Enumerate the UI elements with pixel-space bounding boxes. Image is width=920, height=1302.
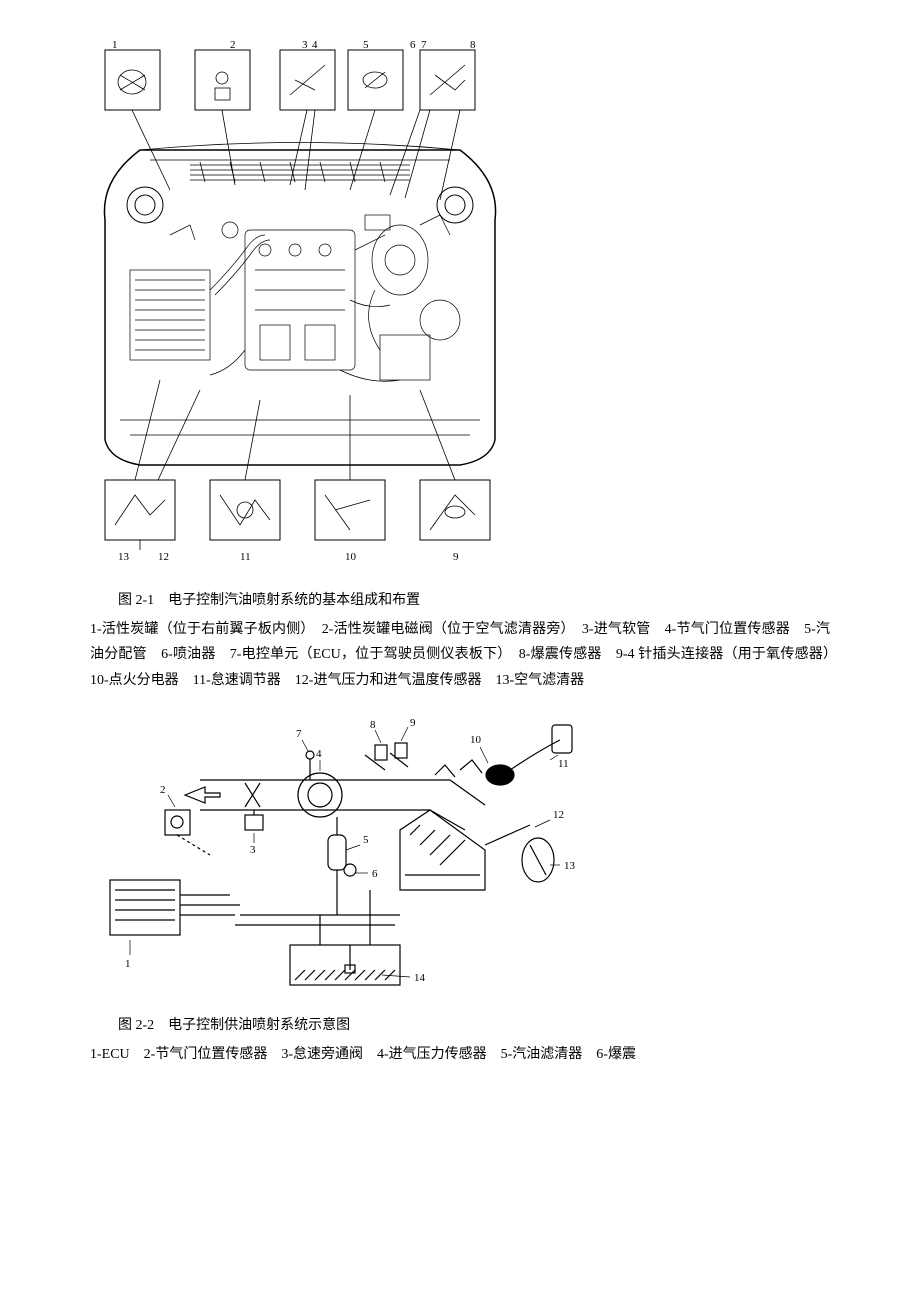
figure-1-legend: 1-活性炭罐（位于右前翼子板内侧） 2-活性炭罐电磁阀（位于空气滤清器旁） 3-… — [90, 617, 830, 693]
svg-text:3: 3 — [302, 40, 308, 51]
svg-text:9: 9 — [453, 551, 459, 563]
figure-1-container: 1 2 3 4 5 6 7 8 — [90, 40, 830, 693]
figure-2-container: 1 2 3 4 5 6 7 8 9 10 11 12 13 14 图 2-2 电… — [90, 715, 830, 1067]
figure-2-legend: 1-ECU 2-节气门位置传感器 3-怠速旁通阀 4-进气压力传感器 5-汽油滤… — [90, 1042, 830, 1067]
svg-text:8: 8 — [470, 40, 476, 51]
svg-text:3: 3 — [250, 844, 256, 856]
svg-text:10: 10 — [470, 734, 482, 746]
svg-text:7: 7 — [421, 40, 427, 51]
svg-text:12: 12 — [553, 809, 564, 821]
svg-text:1: 1 — [112, 40, 118, 51]
svg-text:13: 13 — [118, 551, 130, 563]
svg-text:13: 13 — [564, 860, 576, 872]
svg-text:10: 10 — [345, 551, 357, 563]
svg-text:7: 7 — [296, 728, 302, 740]
svg-text:2: 2 — [160, 784, 166, 796]
svg-text:4: 4 — [312, 40, 318, 51]
svg-text:6: 6 — [372, 868, 378, 880]
svg-text:6: 6 — [410, 40, 416, 51]
svg-text:5: 5 — [363, 834, 369, 846]
figure-2-image: 1 2 3 4 5 6 7 8 9 10 11 12 13 14 — [90, 715, 830, 1005]
svg-text:14: 14 — [414, 972, 426, 984]
svg-text:5: 5 — [363, 40, 369, 51]
svg-text:1: 1 — [125, 958, 131, 970]
svg-text:12: 12 — [158, 551, 169, 563]
figure-1-image: 1 2 3 4 5 6 7 8 — [90, 40, 830, 580]
svg-text:11: 11 — [558, 758, 569, 770]
svg-text:9: 9 — [410, 717, 416, 729]
spacer — [90, 703, 830, 715]
figure-2-caption: 图 2-2 电子控制供油喷射系统示意图 — [90, 1013, 830, 1038]
figure-1-caption: 图 2-1 电子控制汽油喷射系统的基本组成和布置 — [90, 588, 830, 613]
svg-text:4: 4 — [316, 748, 322, 760]
svg-text:8: 8 — [370, 719, 376, 731]
svg-text:11: 11 — [240, 551, 251, 563]
svg-text:2: 2 — [230, 40, 236, 51]
